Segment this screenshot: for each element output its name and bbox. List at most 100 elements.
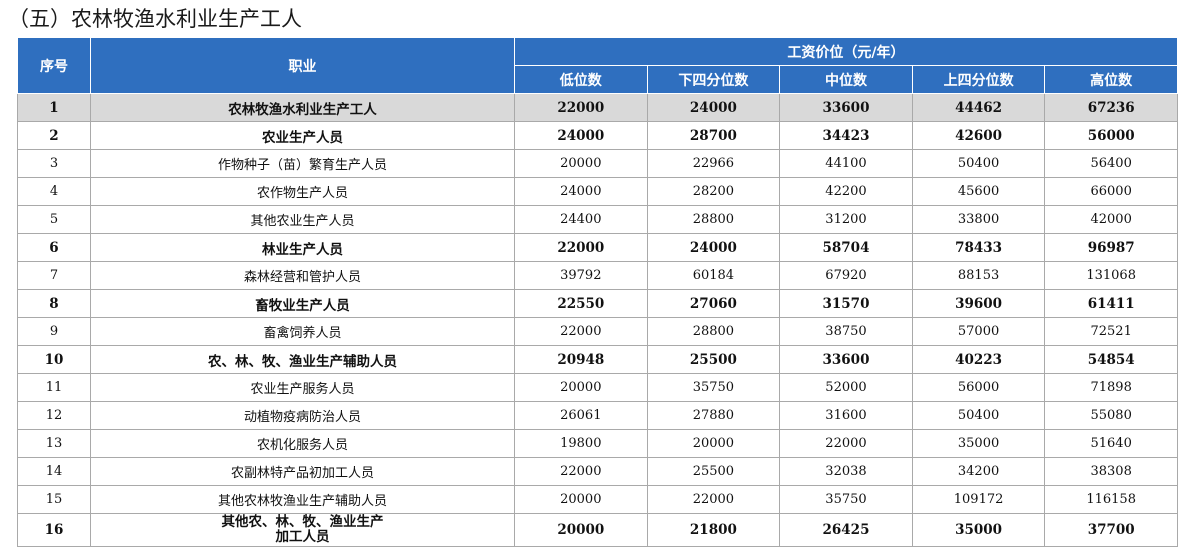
table-row: 9 畜禽饲养人员 22000 28800 38750 57000 72521	[17, 317, 1178, 346]
high-value: 56400	[1044, 149, 1178, 178]
high-value: 51640	[1044, 429, 1178, 458]
median-value: 52000	[779, 373, 913, 402]
table-row: 6 林业生产人员 22000 24000 58704 78433 96987	[17, 233, 1178, 262]
upper-quartile-value: 40223	[911, 345, 1046, 374]
lower-quartile-value: 60184	[646, 261, 781, 290]
row-number: 11	[17, 373, 91, 402]
high-value: 37700	[1044, 513, 1178, 547]
low-value: 20000	[514, 485, 648, 514]
row-number: 15	[17, 485, 91, 514]
lower-quartile-value: 24000	[646, 233, 781, 262]
low-value: 20000	[514, 149, 648, 178]
lower-quartile-value: 28700	[646, 121, 781, 150]
upper-quartile-value: 44462	[911, 93, 1046, 122]
lower-quartile-value: 22966	[646, 149, 781, 178]
high-value: 54854	[1044, 345, 1178, 374]
upper-quartile-value: 45600	[911, 177, 1046, 206]
high-value: 72521	[1044, 317, 1178, 346]
row-number: 12	[17, 401, 91, 430]
lower-quartile-value: 25500	[646, 345, 781, 374]
upper-quartile-value: 50400	[911, 401, 1046, 430]
table-row: 10 农、林、牧、渔业生产辅助人员 20948 25500 33600 40223 5485…	[17, 345, 1178, 374]
row-number: 5	[17, 205, 91, 234]
lower-quartile-value: 28800	[646, 317, 781, 346]
row-number: 2	[17, 121, 91, 150]
table-row: 15 其他农林牧渔业生产辅助人员 20000 22000 35750 109172 1161…	[17, 485, 1178, 514]
table-row: 16 其他农、林、牧、渔业生产 加工人员 20000 21800 26425 35000 3…	[17, 513, 1178, 547]
row-number: 3	[17, 149, 91, 178]
upper-quartile-value: 56000	[911, 373, 1046, 402]
table-row: 7 森林经营和管护人员 39792 60184 67920 88153 131068	[17, 261, 1178, 290]
median-value: 38750	[779, 317, 913, 346]
occupation-name: 其他农业生产人员	[90, 205, 515, 234]
row-number: 4	[17, 177, 91, 206]
occupation-name: 动植物疫病防治人员	[90, 401, 515, 430]
low-value: 26061	[514, 401, 648, 430]
lower-quartile-value: 27880	[646, 401, 781, 430]
table-row: 5 其他农业生产人员 24400 28800 31200 33800 42000	[17, 205, 1178, 234]
row-number: 6	[17, 233, 91, 262]
lower-quartile-value: 28200	[646, 177, 781, 206]
row-number: 13	[17, 429, 91, 458]
low-value: 24400	[514, 205, 648, 234]
low-value: 22000	[514, 233, 648, 262]
lower-quartile-value: 27060	[646, 289, 781, 318]
occupation-name: 其他农、林、牧、渔业生产 加工人员	[90, 513, 515, 547]
median-value: 31570	[779, 289, 913, 318]
row-number: 8	[17, 289, 91, 318]
high-value: 131068	[1044, 261, 1178, 290]
high-value: 116158	[1044, 485, 1178, 514]
header-lower-quartile: 下四分位数	[646, 65, 781, 94]
header-upper-quartile: 上四分位数	[911, 65, 1046, 94]
occupation-name: 畜牧业生产人员	[90, 289, 515, 318]
occupation-name: 其他农林牧渔业生产辅助人员	[90, 485, 515, 514]
low-value: 22000	[514, 317, 648, 346]
header-occupation: 职业	[90, 37, 515, 94]
row-number: 1	[17, 93, 91, 122]
median-value: 35750	[779, 485, 913, 514]
lower-quartile-value: 28800	[646, 205, 781, 234]
occupation-name: 林业生产人员	[90, 233, 515, 262]
row-number: 9	[17, 317, 91, 346]
median-value: 33600	[779, 93, 913, 122]
high-value: 55080	[1044, 401, 1178, 430]
upper-quartile-value: 109172	[911, 485, 1046, 514]
table-row: 13 农机化服务人员 19800 20000 22000 35000 51640	[17, 429, 1178, 458]
lower-quartile-value: 25500	[646, 457, 781, 486]
occupation-name: 农作物生产人员	[90, 177, 515, 206]
table-row: 8 畜牧业生产人员 22550 27060 31570 39600 61411	[17, 289, 1178, 318]
table-body: 1 农林牧渔水利业生产工人 22000 24000 33600 44462 67236 2 农业…	[17, 93, 1178, 547]
median-value: 42200	[779, 177, 913, 206]
median-value: 22000	[779, 429, 913, 458]
low-value: 22000	[514, 93, 648, 122]
table-row: 11 农业生产服务人员 20000 35750 52000 56000 71898	[17, 373, 1178, 402]
upper-quartile-value: 57000	[911, 317, 1046, 346]
median-value: 58704	[779, 233, 913, 262]
low-value: 22550	[514, 289, 648, 318]
median-value: 26425	[779, 513, 913, 547]
median-value: 33600	[779, 345, 913, 374]
high-value: 56000	[1044, 121, 1178, 150]
occupation-name: 农业生产人员	[90, 121, 515, 150]
upper-quartile-value: 88153	[911, 261, 1046, 290]
occupation-name: 农业生产服务人员	[90, 373, 515, 402]
row-number: 10	[17, 345, 91, 374]
median-value: 31600	[779, 401, 913, 430]
upper-quartile-value: 35000	[911, 429, 1046, 458]
occupation-name: 农林牧渔水利业生产工人	[90, 93, 515, 122]
table-row: 14 农副林特产品初加工人员 22000 25500 32038 34200 38308	[17, 457, 1178, 486]
header-median: 中位数	[779, 65, 913, 94]
row-number: 14	[17, 457, 91, 486]
low-value: 24000	[514, 121, 648, 150]
upper-quartile-value: 34200	[911, 457, 1046, 486]
high-value: 66000	[1044, 177, 1178, 206]
lower-quartile-value: 20000	[646, 429, 781, 458]
upper-quartile-value: 78433	[911, 233, 1046, 262]
high-value: 38308	[1044, 457, 1178, 486]
header-seq: 序号	[17, 37, 91, 94]
table-row: 1 农林牧渔水利业生产工人 22000 24000 33600 44462 67236	[17, 93, 1178, 122]
table-row: 4 农作物生产人员 24000 28200 42200 45600 66000	[17, 177, 1178, 206]
table-row: 3 作物种子（苗）繁育生产人员 20000 22966 44100 50400 56400	[17, 149, 1178, 178]
median-value: 34423	[779, 121, 913, 150]
low-value: 24000	[514, 177, 648, 206]
